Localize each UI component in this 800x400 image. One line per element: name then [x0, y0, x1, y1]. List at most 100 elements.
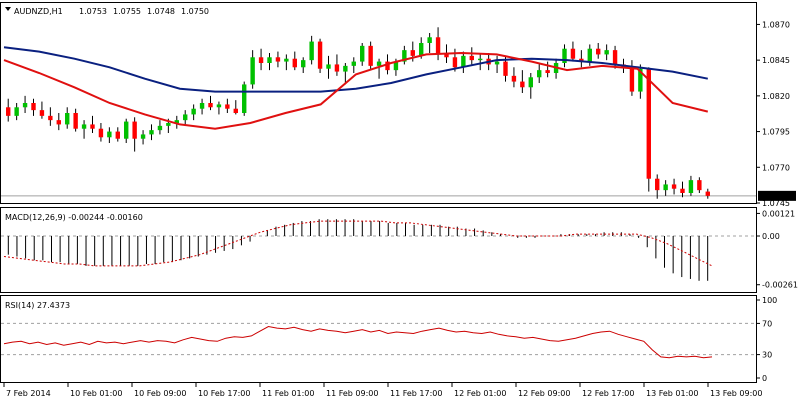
time-tick-label: 11 Feb 09:00 — [326, 389, 378, 398]
candle-body-bull — [14, 107, 19, 116]
collapse-triangle-icon[interactable] — [5, 7, 11, 11]
candle — [225, 98, 230, 113]
time-axis: 7 Feb 2014 10 Feb 01:00 10 Feb 09:00 10 Feb… — [3, 383, 762, 398]
candle-body-bull — [107, 131, 112, 138]
candle-body-bull — [140, 134, 146, 139]
candle-body-bull — [537, 70, 542, 78]
candle — [494, 55, 500, 73]
candle-body-bear — [579, 58, 584, 62]
candle — [208, 95, 213, 111]
ohlc-open: 1.0753 — [79, 7, 107, 16]
candle-body-bull — [199, 103, 205, 109]
candle — [149, 124, 154, 141]
candle-body-bull — [360, 45, 365, 62]
rsi-line — [3, 325, 713, 359]
candle-body-bear — [208, 103, 213, 108]
candle — [688, 175, 694, 196]
candle-body-bear — [545, 70, 550, 73]
candle — [655, 174, 660, 199]
candle-body-bear — [317, 41, 323, 69]
candle — [343, 63, 348, 85]
macd-title: MACD(12,26,9) -0.00244 -0.00160 — [5, 213, 143, 222]
candle-body-bull — [351, 61, 356, 66]
current-price-tag — [758, 190, 796, 201]
candle — [570, 41, 576, 62]
candle-body-bull — [191, 108, 196, 115]
candle-body-bear — [629, 67, 635, 92]
ma-fast-line — [3, 51, 709, 130]
candle — [317, 38, 323, 73]
candle — [140, 130, 146, 145]
candle — [124, 118, 129, 143]
candle — [435, 27, 441, 61]
candle-body-bull — [81, 124, 87, 129]
candle — [478, 53, 483, 71]
candle — [705, 188, 710, 199]
candle-body-bear — [410, 50, 415, 56]
candle — [671, 178, 677, 195]
candle-body-bull — [174, 120, 179, 123]
candle-body-bear — [469, 55, 474, 61]
rsi-tick-label: 70 — [762, 319, 772, 328]
price-tick-label: 1.0770 — [762, 163, 790, 172]
time-tick-label: 11 Feb 17:00 — [390, 389, 442, 398]
candle — [351, 57, 356, 73]
candle-body-bull — [587, 48, 592, 62]
candle-body-bull — [461, 55, 466, 68]
price-tick-label: 1.0820 — [762, 92, 790, 101]
candle-body-bear — [444, 53, 449, 58]
candle — [6, 98, 11, 122]
candle — [680, 181, 685, 198]
candle-body-bull — [309, 41, 314, 61]
candle — [646, 67, 651, 192]
candle — [107, 127, 112, 143]
candle-body-bull — [166, 123, 171, 126]
candle-body-bear — [680, 188, 685, 193]
time-tick-label: 10 Feb 17:00 — [198, 389, 250, 398]
candle — [309, 35, 314, 65]
candle — [360, 43, 365, 66]
price-axis: 1.0870 1.0845 1.0820 1.0795 1.0770 1.07451.07… — [756, 20, 796, 208]
candle — [292, 51, 297, 71]
rsi-tick-label: 100 — [762, 296, 777, 305]
candle-body-bear — [697, 180, 702, 191]
chart-header: AUDNZD,H1 1.0753 1.0755 1.0748 1.0750 — [5, 7, 209, 16]
candle — [427, 33, 432, 53]
candle-body-bull — [478, 58, 483, 61]
candle-body-bull — [157, 125, 163, 131]
candle-body-bull — [301, 60, 306, 68]
time-tick-label: 11 Feb 01:00 — [262, 389, 314, 398]
candle — [31, 98, 36, 116]
candle — [233, 100, 238, 115]
price-panel-frame — [0, 2, 757, 204]
candle-body-bear — [334, 64, 340, 72]
candle-body-bull — [149, 130, 154, 135]
candle — [697, 177, 702, 193]
candle-body-bull — [284, 58, 289, 62]
candle-body-bull — [562, 48, 567, 63]
candle — [301, 57, 306, 73]
candle-body-bear — [258, 57, 264, 63]
candle-body-bull — [326, 64, 331, 69]
candle — [368, 41, 373, 71]
candle-body-bull — [688, 180, 694, 193]
candle — [48, 107, 53, 126]
candle — [73, 108, 78, 132]
candle — [334, 54, 340, 76]
candle-body-bear — [225, 104, 230, 109]
price-panel — [1, 27, 756, 199]
time-tick-label: 10 Feb 01:00 — [70, 389, 122, 398]
candle — [90, 115, 95, 133]
candle-body-bull — [393, 61, 399, 71]
candle — [326, 55, 331, 79]
candle — [174, 115, 179, 129]
ma-slow-line — [3, 46, 708, 93]
time-tick-label: 10 Feb 09:00 — [134, 389, 186, 398]
candle-body-bear — [292, 58, 297, 68]
candle — [157, 120, 163, 135]
candle-body-bear — [612, 50, 618, 65]
candle — [596, 43, 601, 59]
time-tick-label: 13 Feb 01:00 — [646, 389, 698, 398]
candle-body-bull — [216, 104, 222, 108]
candle-body-bull — [419, 43, 424, 56]
